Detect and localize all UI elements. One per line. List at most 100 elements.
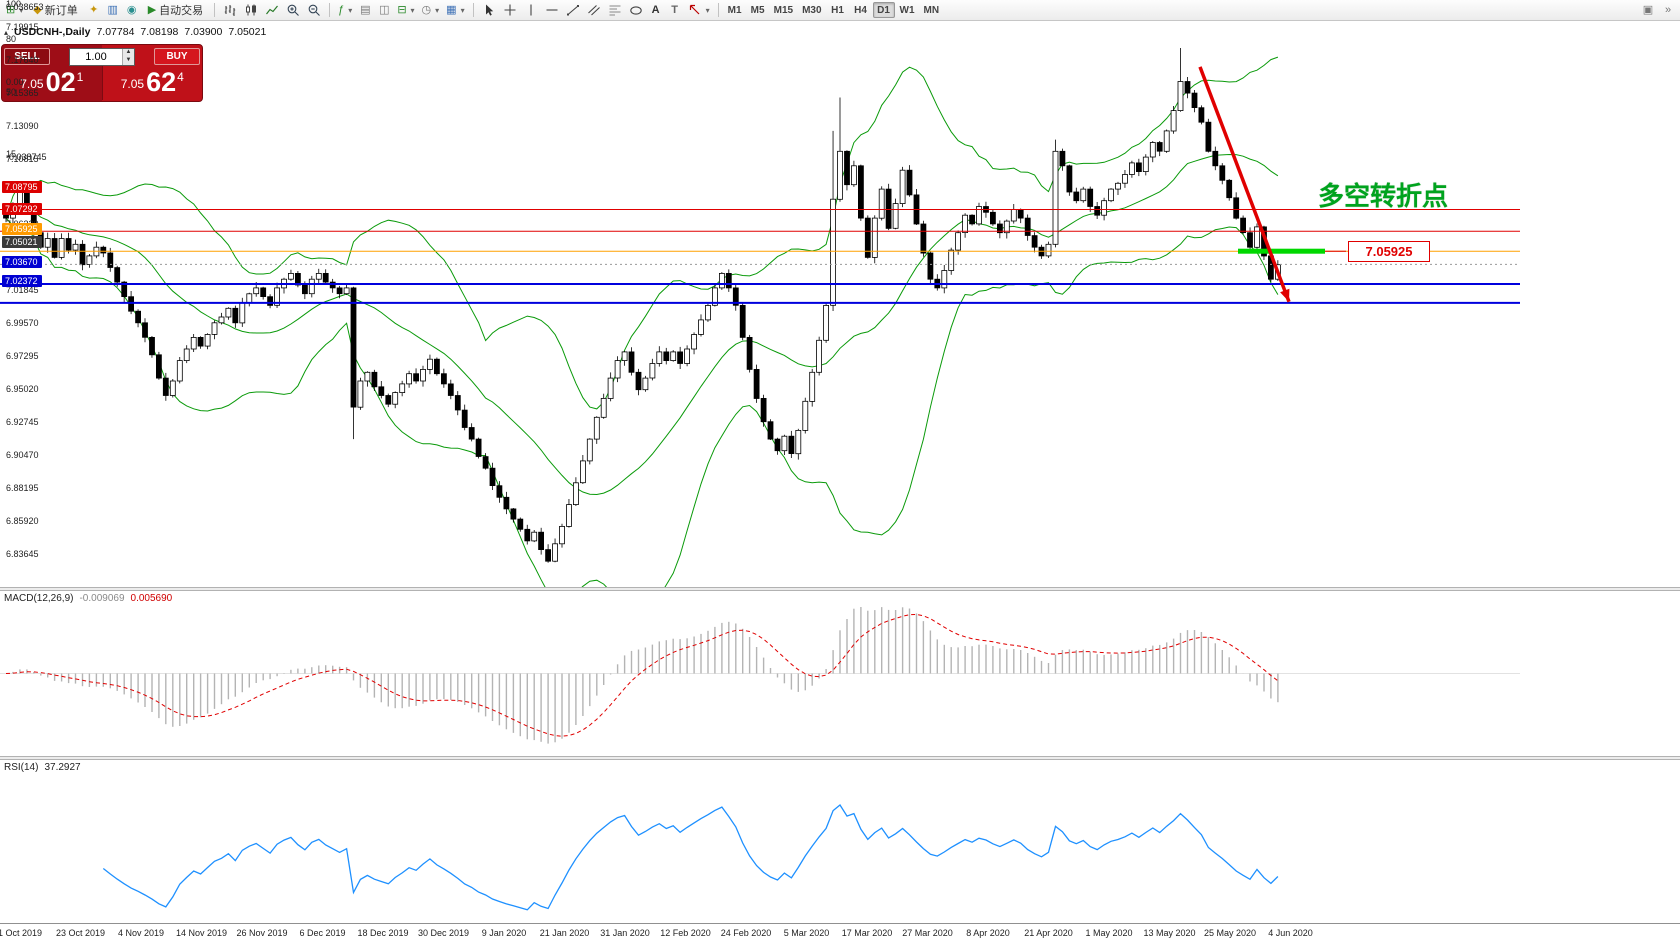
- rsi-chart[interactable]: [0, 760, 1520, 923]
- sell-button[interactable]: SELL: [4, 48, 50, 65]
- text-icon[interactable]: A: [651, 3, 660, 16]
- time-axis[interactable]: 1 Oct 2019 23 Oct 2019 4 Nov 2019 14 Nov 20…: [0, 923, 1680, 944]
- arrows-tool-icon[interactable]: ▾: [685, 2, 713, 19]
- market-icon[interactable]: ◉: [126, 3, 137, 16]
- timeframe-h1[interactable]: H1: [827, 2, 849, 18]
- ohlc-open: 7.07784: [96, 26, 135, 38]
- buy-price-display[interactable]: 7.05 62 4: [103, 66, 203, 100]
- period-clock-icon[interactable]: ◷ ▾: [421, 3, 440, 16]
- rsi-axis-label: 100: [6, 0, 22, 9]
- toolbar-separator: [214, 3, 216, 17]
- one-click-trading-panel: SELL ▲ ▼ BUY 7.05 02 1 7.05 62 4: [1, 44, 203, 102]
- macd-chart[interactable]: [0, 591, 1520, 756]
- date-tick-label: 9 Jan 2020: [481, 928, 527, 938]
- cursor-icon[interactable]: [479, 2, 499, 19]
- date-tick-label: 25 May 2020: [1203, 928, 1257, 938]
- tile-windows-icon[interactable]: ◫: [379, 3, 390, 16]
- date-tick-label: 31 Jan 2020: [600, 928, 650, 938]
- buy-button[interactable]: BUY: [154, 48, 200, 65]
- notifications-icon[interactable]: ▣: [1642, 3, 1654, 16]
- macd-signal-value: 0.005690: [130, 593, 173, 604]
- indicators-icon[interactable]: ƒ ▾: [338, 3, 353, 16]
- vertical-line-icon[interactable]: [521, 2, 541, 19]
- price-tick-label: 6.83645: [6, 549, 39, 559]
- date-tick-label: 5 Mar 2020: [783, 928, 830, 938]
- shapes-icon[interactable]: [626, 2, 646, 19]
- date-tick-label: 4 Nov 2019: [117, 928, 165, 938]
- chart-symbol: USDCNH-,Daily: [14, 26, 91, 38]
- volume-down-button[interactable]: ▼: [123, 56, 134, 65]
- channel-icon[interactable]: [584, 2, 604, 19]
- line-chart-icon[interactable]: [262, 2, 282, 19]
- toolbar: ⊞ ▾ ◆ 新订单 ✦ ▥ ◉ ▶ 自动交易 ƒ ▾ ▤ ◫ ⊟ ▾ ◷ ▾ ▦ ▾ A T …: [0, 0, 1680, 21]
- chart-header: ▴ USDCNH-,Daily 7.07784 7.08198 7.03900 …: [4, 26, 266, 38]
- macd-name: MACD(12,26,9): [4, 593, 74, 604]
- panel-splitter[interactable]: [0, 756, 1680, 760]
- text-label-icon[interactable]: T: [671, 3, 678, 16]
- price-line-label-dark: 7.05021: [2, 236, 42, 248]
- crosshair-icon[interactable]: [500, 2, 520, 19]
- date-tick-label: 13 May 2020: [1143, 928, 1196, 938]
- horizontal-line-icon[interactable]: [542, 2, 562, 19]
- price-tick-label: 7.13090: [6, 121, 39, 131]
- trendline-icon[interactable]: [563, 2, 583, 19]
- new-window-icon[interactable]: ⊟ ▾: [397, 3, 415, 16]
- price-line-label-red: 7.08795: [2, 181, 42, 193]
- sell-price-big: 02: [45, 67, 76, 97]
- date-tick-label: 12 Feb 2020: [660, 928, 711, 938]
- volume-stepper: ▲ ▼: [69, 47, 135, 66]
- sell-price-display[interactable]: 7.05 02 1: [2, 66, 102, 100]
- auto-trading-label: 自动交易: [159, 5, 204, 17]
- date-tick-label: 30 Dec 2019: [417, 928, 470, 938]
- macd-panel[interactable]: MACD(12,26,9) -0.009069 0.005690: [0, 591, 1520, 756]
- date-tick-label: 21 Apr 2020: [1024, 928, 1073, 938]
- toolbar-separator: [329, 3, 331, 17]
- price-callout-label[interactable]: 7.05925: [1348, 241, 1430, 262]
- zoom-out-icon[interactable]: [304, 2, 324, 19]
- timeframe-h4[interactable]: H4: [850, 2, 872, 18]
- turning-point-annotation[interactable]: 多空转折点: [1318, 181, 1449, 211]
- price-tick-label: 6.85920: [6, 516, 39, 526]
- rsi-axis-label: 50: [6, 87, 17, 97]
- candlestick-chart[interactable]: [0, 21, 1520, 587]
- date-tick-label: 8 Apr 2020: [966, 928, 1010, 938]
- date-tick-label: 21 Jan 2020: [539, 928, 590, 938]
- price-line-label-orange: 7.05925: [2, 223, 42, 235]
- price-tick-label: 6.92745: [6, 417, 39, 427]
- date-tick-label: 18 Dec 2019: [357, 928, 409, 938]
- collapse-icon[interactable]: ▴: [4, 27, 9, 37]
- new-order-button[interactable]: ◆ 新订单: [27, 2, 83, 19]
- templates-icon[interactable]: ▦ ▾: [446, 3, 465, 16]
- scripts-icon[interactable]: ▥: [107, 3, 118, 16]
- new-order-label: 新订单: [44, 5, 78, 17]
- objects-list-icon[interactable]: ▤: [360, 3, 371, 16]
- bar-chart-icon[interactable]: [220, 2, 240, 19]
- candlestick-chart-icon[interactable]: [241, 2, 261, 19]
- panel-splitter[interactable]: [0, 587, 1680, 591]
- volume-input[interactable]: [70, 48, 122, 65]
- toolbar-overflow-icon[interactable]: »: [1664, 3, 1672, 16]
- timeframe-w1[interactable]: W1: [896, 2, 919, 18]
- timeframe-m15[interactable]: M15: [770, 2, 797, 18]
- date-tick-label: 24 Feb 2020: [720, 928, 772, 938]
- date-tick-label: 17 Mar 2020: [841, 928, 893, 938]
- macd-main-value: -0.009069: [79, 593, 125, 604]
- rsi-panel[interactable]: RSI(14) 37.2927: [0, 760, 1520, 923]
- timeframe-m1[interactable]: M1: [724, 2, 746, 18]
- new-chart-icon[interactable]: ⊞ ▾: [6, 3, 24, 16]
- volume-up-button[interactable]: ▲: [123, 48, 134, 57]
- buy-price-main: 7.05: [120, 77, 145, 91]
- fibonacci-icon[interactable]: [605, 2, 625, 19]
- expert-advisors-icon[interactable]: ✦: [89, 3, 99, 16]
- date-tick-label: 23 Oct 2019: [55, 928, 106, 938]
- timeframe-d1[interactable]: D1: [872, 2, 895, 18]
- timeframe-m5[interactable]: M5: [747, 2, 769, 18]
- rsi-axis-label: 80: [6, 34, 17, 44]
- timeframe-mn[interactable]: MN: [920, 2, 944, 18]
- price-line-label-blue: 7.02372: [2, 275, 42, 287]
- auto-trading-button[interactable]: ▶ 自动交易: [142, 2, 209, 19]
- main-chart-panel[interactable]: ▴ USDCNH-,Daily 7.07784 7.08198 7.03900 …: [0, 21, 1520, 587]
- timeframe-m30[interactable]: M30: [798, 2, 825, 18]
- sell-price-sup: 1: [76, 70, 84, 84]
- zoom-in-icon[interactable]: [283, 2, 303, 19]
